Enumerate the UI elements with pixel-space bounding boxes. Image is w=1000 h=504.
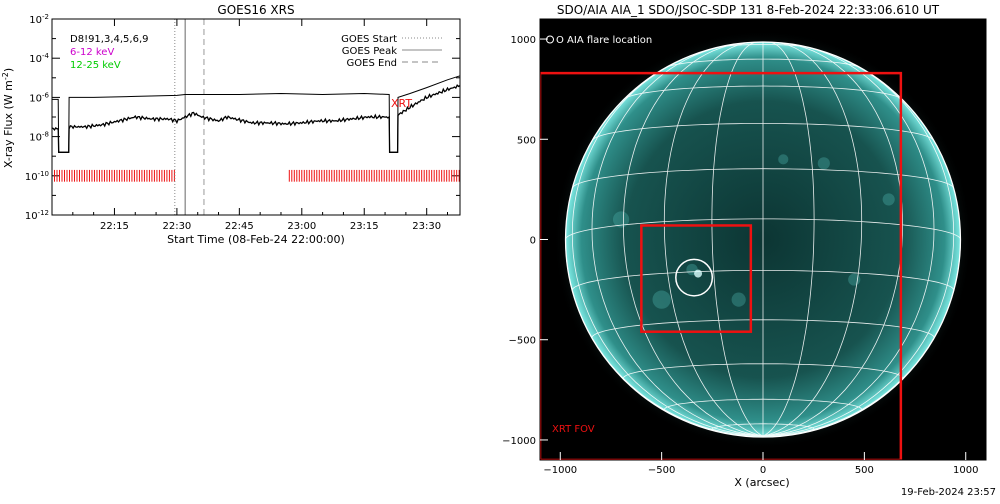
flare-brightening xyxy=(694,269,703,278)
aia-y-tick-label: −500 xyxy=(509,336,536,347)
longitude-line xyxy=(762,42,904,437)
solar-limb xyxy=(564,41,962,438)
active-region-4 xyxy=(848,273,861,286)
active-region-1 xyxy=(731,292,746,307)
aia-x-tick-label: 1000 xyxy=(953,465,978,476)
aia-chart-title: SDO/AIA AIA_1 SDO/JSOC-SDP 131 8-Feb-202… xyxy=(557,3,940,17)
footer-timestamp: 19-Feb-2024 23:57 xyxy=(900,487,996,498)
aia-y-tick-label: 1000 xyxy=(511,35,536,46)
goes-channel-legend-1: 6-12 keV xyxy=(70,47,114,58)
active-region-0 xyxy=(652,290,671,309)
aia-x-tick-label: −500 xyxy=(648,465,675,476)
goes-xrt-label: XRT xyxy=(391,97,412,110)
longitude-line xyxy=(571,57,764,437)
aia-flare-location-legend: O AIA flare location xyxy=(556,35,652,46)
goes-event-legend-solid: GOES Peak xyxy=(342,46,397,57)
goes-y-axis-label-close: ) xyxy=(2,68,15,72)
goes-y-axis-label-sup: -2 xyxy=(1,72,10,80)
heliographic-grid xyxy=(565,42,961,437)
active-region-7 xyxy=(882,193,895,206)
goes-series-line-1 xyxy=(51,84,461,153)
xrt-fov-label: XRT FOV xyxy=(552,424,595,435)
flare-location-circle xyxy=(675,258,714,297)
flare-legend-marker-icon xyxy=(546,35,554,44)
goes-y-axis-label-text: X-ray Flux (W m xyxy=(2,80,15,168)
goes-y-tick-label: 10-2 xyxy=(29,13,49,26)
goes-x-tick-label: 23:15 xyxy=(350,221,379,232)
goes-event-legend-dashed: GOES End xyxy=(347,58,397,69)
goes-x-tick-label: 22:15 xyxy=(100,221,129,232)
goes-y-tick-label: 10-12 xyxy=(25,209,49,222)
goes-y-axis-label: X-ray Flux (W m-2) xyxy=(1,68,15,168)
goes-channel-legend-2: 12-25 keV xyxy=(70,60,121,71)
goes-y-tick-label: 10-10 xyxy=(25,170,49,183)
aia-y-tick-label: −1000 xyxy=(502,436,536,447)
goes-y-tick-label: 10-8 xyxy=(29,131,49,144)
aia-y-tick-label: 0 xyxy=(530,236,536,247)
active-region-6 xyxy=(778,154,789,165)
longitude-line xyxy=(762,44,935,437)
goes-channel-legend-0: D8!91,3,4,5,6,9 xyxy=(70,34,149,45)
goes-x-tick-label: 23:00 xyxy=(287,221,316,232)
aia-y-tick-label: 500 xyxy=(517,135,536,146)
aia-x-tick-label: −1000 xyxy=(543,465,577,476)
longitude-line xyxy=(762,57,955,437)
longitude-line xyxy=(591,44,764,437)
aia-sun-image-chart: SDO/AIA AIA_1 SDO/JSOC-SDP 131 8-Feb-202… xyxy=(502,3,987,489)
active-region-3 xyxy=(612,211,630,228)
goes-x-axis-label: Start Time (08-Feb-24 22:00:00) xyxy=(167,233,345,246)
goes-chart-title: GOES16 XRS xyxy=(217,3,294,17)
goes-x-tick-label: 22:45 xyxy=(225,221,254,232)
aia-x-tick-label: 500 xyxy=(855,465,874,476)
goes-y-tick-label: 10-6 xyxy=(29,91,49,104)
goes-xrs-chart: GOES16 XRS 10-2 10-4 10-6 10-8 10-10 10-12 22:… xyxy=(1,3,461,246)
active-region-2 xyxy=(817,157,830,170)
aia-x-tick-label: 0 xyxy=(760,465,766,476)
aia-x-axis-label: X (arcsec) xyxy=(734,476,789,489)
longitude-line xyxy=(762,42,815,437)
goes-plot-frame xyxy=(51,18,461,216)
goes-series-line-0 xyxy=(52,75,461,153)
longitude-line xyxy=(711,42,764,437)
xrt-subfield-box xyxy=(640,224,753,333)
goes-y-tick-label: 10-4 xyxy=(29,52,49,65)
aia-image-panel: SDO/AIA AIA_1 SDO/JSOC-SDP 131 8-Feb-202… xyxy=(500,0,1000,500)
longitude-line xyxy=(622,42,764,437)
goes-x-tick-label: 22:30 xyxy=(162,221,191,232)
goes-x-tick-label: 23:30 xyxy=(412,221,441,232)
goes-event-legend-dotted: GOES Start xyxy=(341,34,397,45)
goes-xrs-panel: GOES16 XRS 10-2 10-4 10-6 10-8 10-10 10-12 22:… xyxy=(0,0,500,500)
